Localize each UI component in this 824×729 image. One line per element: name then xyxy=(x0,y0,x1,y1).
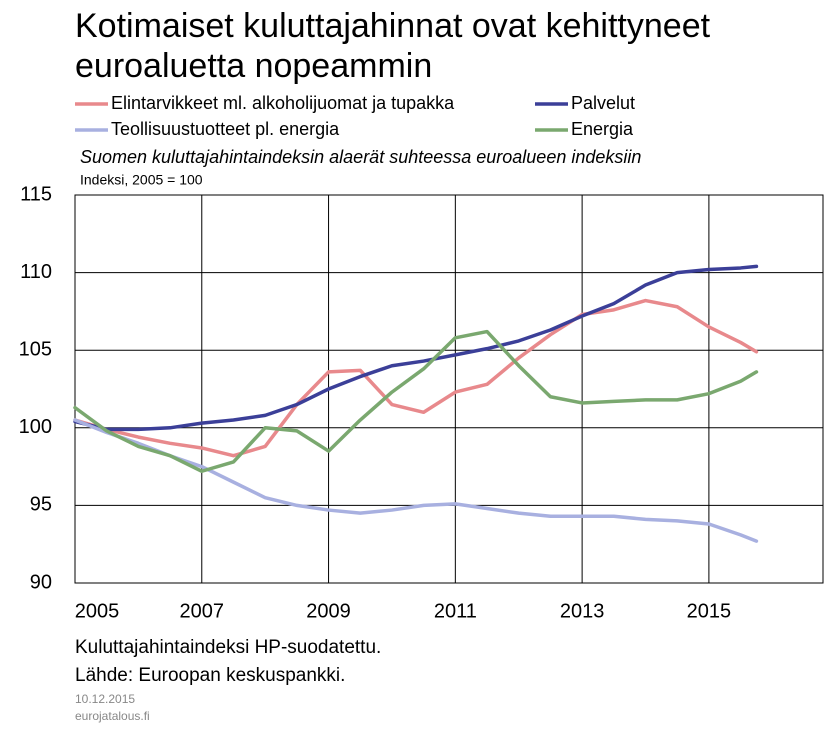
legend-label: Teollisuustuotteet pl. energia xyxy=(111,119,340,139)
y-axis-label: Indeksi, 2005 = 100 xyxy=(80,172,203,188)
subtitle: Suomen kuluttajahintaindeksin alaerät su… xyxy=(80,147,641,167)
y-tick-label: 115 xyxy=(20,183,52,205)
x-tick-label: 2011 xyxy=(434,600,477,622)
note: Lähde: Euroopan keskuspankki. xyxy=(75,665,345,686)
date: 10.12.2015 xyxy=(75,692,135,706)
x-tick-label: 2005 xyxy=(75,600,120,622)
y-tick-label: 95 xyxy=(30,494,52,516)
y-tick-label: 105 xyxy=(19,338,52,360)
x-tick-label: 2009 xyxy=(306,600,351,622)
legend-label: Palvelut xyxy=(571,93,635,113)
series-line xyxy=(73,298,759,458)
source-site: eurojatalous.fi xyxy=(75,709,150,723)
series-line xyxy=(73,418,759,543)
x-tick-label: 2007 xyxy=(180,600,225,622)
chart-title: Kotimaiset kuluttajahinnat ovat kehittyn… xyxy=(75,7,711,85)
x-tick-label: 2015 xyxy=(687,600,732,622)
note: Kuluttajahintaindeksi HP-suodatettu. xyxy=(75,637,381,658)
series-line xyxy=(73,264,759,432)
series-line xyxy=(73,329,759,474)
y-tick-label: 110 xyxy=(20,261,52,283)
legend-label: Elintarvikkeet ml. alkoholijuomat ja tup… xyxy=(111,93,455,113)
y-tick-label: 100 xyxy=(19,416,52,438)
y-tick-label: 90 xyxy=(30,571,52,593)
legend-label: Energia xyxy=(571,119,634,139)
plot-border xyxy=(74,194,824,584)
x-tick-label: 2013 xyxy=(560,600,605,622)
